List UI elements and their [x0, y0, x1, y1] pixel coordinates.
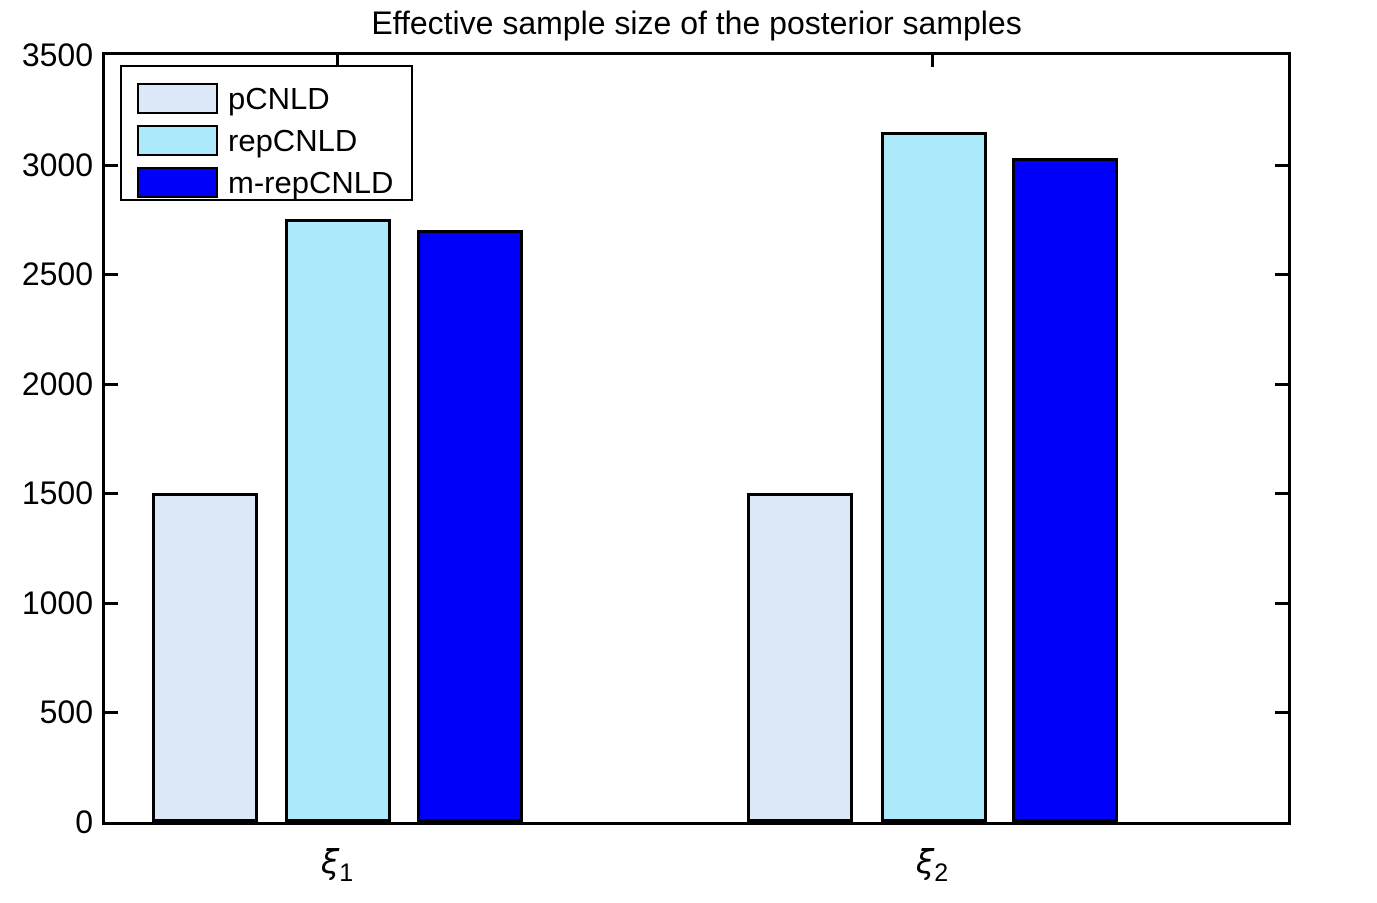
x-tick-mark-top: [931, 55, 934, 67]
legend-item-repcnld: repCNLD: [122, 119, 411, 161]
y-tick-mark-right: [1275, 383, 1288, 386]
y-tick-mark-right: [1275, 164, 1288, 167]
legend-label-pcnld: pCNLD: [228, 80, 330, 116]
xi-subscript: 1: [339, 859, 354, 887]
xi-subscript: 2: [934, 859, 949, 887]
y-tick-mark-left: [105, 383, 118, 386]
y-tick-mark-right: [1275, 273, 1288, 276]
y-tick-mark-left: [105, 164, 118, 167]
legend-swatch-pcnld: [137, 82, 218, 114]
legend-swatch-mrepcnld: [137, 166, 218, 198]
bar-repCNLD-group1: [285, 219, 391, 822]
legend-item-mrepcnld: m-repCNLD: [122, 161, 411, 203]
y-tick-label: 1500: [21, 475, 93, 511]
y-tick-mark-right: [1275, 602, 1288, 605]
y-tick-label: 1000: [21, 585, 93, 621]
x-category-label-1: ξ1: [267, 842, 407, 888]
bar-pCNLD-group2: [747, 493, 853, 822]
y-tick-mark-left: [105, 602, 118, 605]
y-tick-mark-right: [1275, 492, 1288, 495]
legend-item-pcnld: pCNLD: [122, 77, 411, 119]
y-tick-label: 2000: [21, 366, 93, 402]
bar-repCNLD-group2: [881, 132, 987, 822]
legend-label-mrepcnld: m-repCNLD: [228, 164, 394, 200]
x-category-label-2: ξ2: [862, 842, 1002, 888]
y-tick-label: 2500: [21, 256, 93, 292]
legend-label-repcnld: repCNLD: [228, 122, 358, 158]
plot-area: [102, 52, 1291, 825]
legend-swatch-repcnld: [137, 124, 218, 156]
y-tick-label: 500: [39, 694, 93, 730]
xi-symbol: ξ: [915, 842, 935, 881]
bar-m-repCNLD-group1: [417, 230, 523, 822]
y-tick-label: 3000: [21, 147, 93, 183]
legend: pCNLD repCNLD m-repCNLD: [120, 65, 413, 201]
x-tick-mark-top: [336, 55, 339, 67]
y-tick-mark-left: [105, 492, 118, 495]
bar-m-repCNLD-group2: [1012, 158, 1118, 822]
xi-symbol: ξ: [320, 842, 340, 881]
y-tick-label: 3500: [21, 37, 93, 73]
y-tick-label: 0: [75, 804, 93, 840]
y-tick-mark-left: [105, 273, 118, 276]
y-tick-mark-left: [105, 711, 118, 714]
bar-pCNLD-group1: [152, 493, 258, 822]
y-tick-mark-right: [1275, 711, 1288, 714]
chart-title: Effective sample size of the posterior s…: [371, 5, 1022, 41]
